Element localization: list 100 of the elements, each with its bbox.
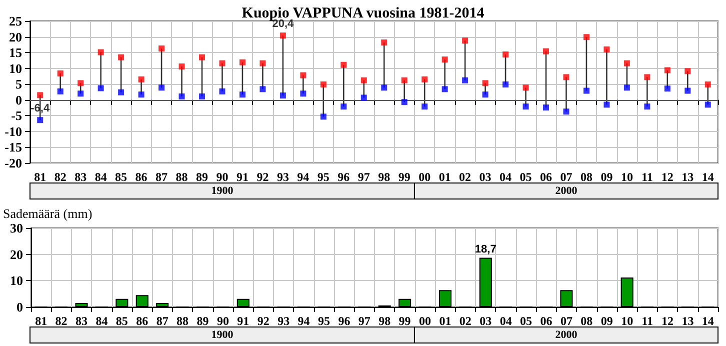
point [320,81,326,88]
point [138,92,144,98]
x-tick-label: 12 [661,170,674,184]
x-tick-label: 91 [236,170,248,184]
point [158,45,165,52]
y-tick-label: -20 [4,156,22,170]
point [260,60,266,66]
x-tick-label: 82 [55,314,68,328]
point [320,114,326,120]
point [340,104,347,110]
point [624,84,630,91]
y-tick-label: 10 [9,60,22,76]
point [98,85,104,92]
point [360,94,367,101]
point [442,56,448,62]
x-tick-label: 02 [459,314,472,328]
y-tick-label: 5 [16,76,22,92]
point [381,84,388,91]
point [300,72,306,78]
text: 2000 [555,185,578,197]
point [178,93,185,100]
x-tick-label: 84 [96,314,108,328]
x-tick-label: 99 [398,170,410,184]
point [37,92,44,98]
point [442,86,448,92]
point [300,90,306,97]
x-tick-label: 94 [297,170,310,184]
x-tick-label: 02 [459,170,472,184]
point [239,92,246,98]
x-tick-label: 81 [35,314,48,328]
point [239,59,246,66]
x-tick-label: 11 [642,170,653,184]
point [522,84,529,91]
x-tick-label: 83 [76,314,88,328]
y-tick-label: -10 [4,124,22,139]
x-tick-label: 04 [500,314,512,328]
point [280,32,286,39]
x-tick-label: 12 [661,314,674,328]
x-tick-label: 10 [621,314,634,328]
x-tick-label: 13 [682,314,694,328]
point [604,102,610,108]
point [401,77,408,84]
x-tick-label: 11 [642,314,653,328]
x-tick-label: 98 [378,170,390,184]
x-tick-label: 10 [620,170,633,184]
x-tick-label: 08 [580,314,593,328]
point [583,88,590,94]
x-tick-label: 01 [439,314,452,328]
x-tick-label: 95 [318,314,330,328]
point [543,104,549,110]
y-tick-label: 15 [9,45,22,60]
x-tick-label: 05 [520,314,532,328]
point [401,99,408,106]
point [704,102,711,108]
x-tick-label: 99 [398,314,411,328]
x-tick-label: 81 [34,170,46,184]
point [684,68,691,74]
point [522,104,529,110]
point [502,51,509,58]
y-tick-label: 10 [10,273,23,288]
x-tick-label: 96 [338,170,350,184]
x-tick-label: 89 [196,170,208,184]
point [57,70,64,76]
x-tick-label: 93 [276,170,289,184]
point [381,39,388,46]
x-tick-label: 89 [196,314,209,328]
point [57,88,64,94]
x-tick-label: 85 [116,314,128,328]
x-tick-label: 13 [682,170,694,184]
y-tick-label: 0 [16,300,23,314]
x-tick-label: 88 [176,314,189,328]
x-tick-label: 07 [560,170,572,184]
x-tick-label: 08 [580,170,592,184]
x-tick-label: 84 [94,170,107,184]
point [360,77,367,84]
x-tick-label: 14 [702,314,714,328]
point [664,86,670,92]
x-tick-label: 05 [520,170,532,184]
point [664,67,670,74]
point [178,63,185,70]
x-tick-label: 86 [136,314,148,328]
point [624,60,630,66]
text: 2000 [555,329,578,341]
x-tick-label: 92 [257,314,270,328]
x-tick-label: 00 [419,314,432,328]
point [219,60,226,66]
point [422,104,428,110]
point [583,34,590,40]
point [684,88,691,94]
x-tick-label: 93 [278,314,290,328]
point [138,76,144,82]
point [543,48,549,54]
point [219,88,226,94]
x-tick-label: 96 [338,314,350,328]
x-tick-label: 04 [500,170,512,184]
x-tick-label: 87 [156,170,168,184]
point [482,80,488,86]
point [37,117,44,124]
point [260,86,266,92]
x-tick-label: 97 [358,170,370,184]
